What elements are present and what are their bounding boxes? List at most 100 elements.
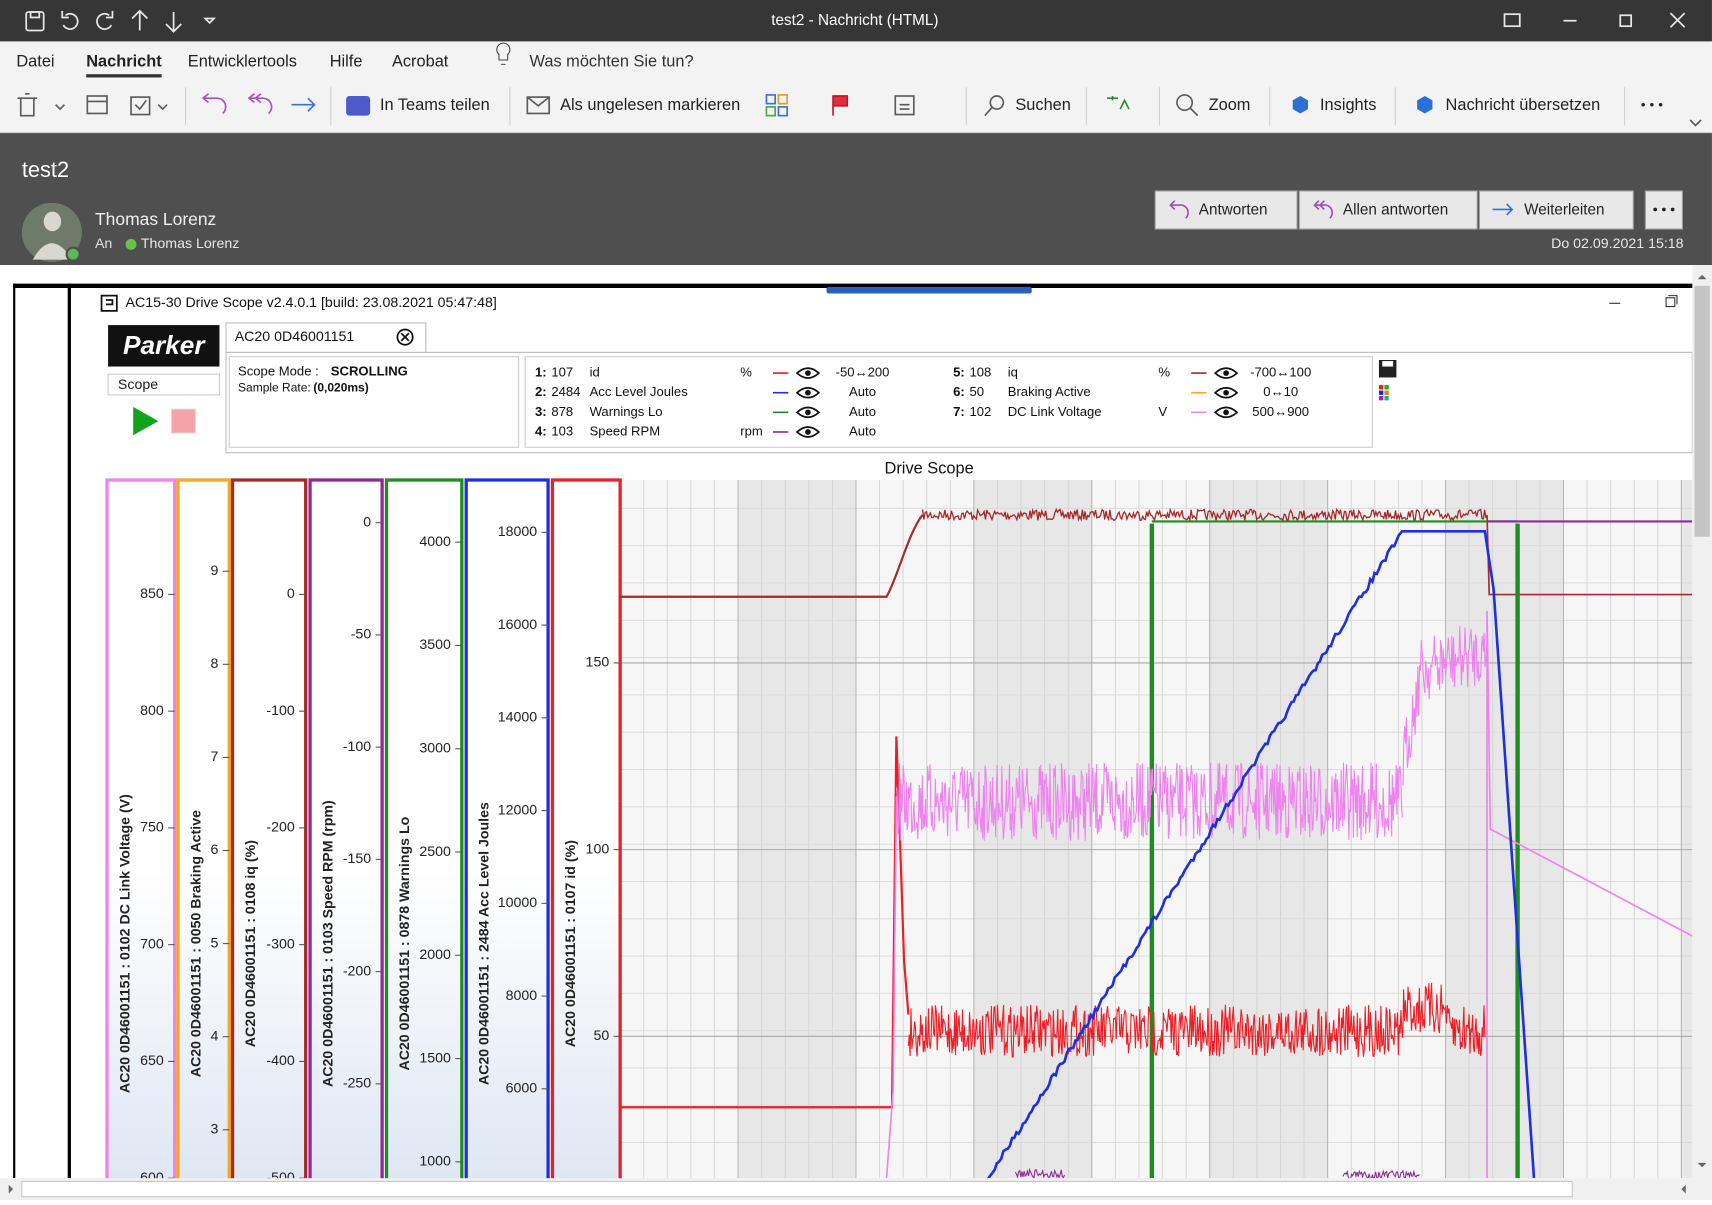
grid-band: [738, 479, 856, 1179]
channel-range: Auto: [849, 384, 876, 399]
app-icon: [100, 294, 118, 312]
menu-item[interactable]: Nachricht: [86, 53, 162, 71]
lightbulb-icon: [496, 42, 511, 65]
channel-range: -700↔100: [1250, 365, 1311, 380]
trace-iq: [620, 514, 924, 598]
reply-buttons: Antworten Allen antworten Weiterleiten: [1154, 190, 1684, 230]
sender[interactable]: Thomas Lorenz: [95, 209, 216, 229]
channel-row[interactable]: 3: 878 Warnings Lo Auto: [535, 404, 876, 419]
y-tick-label: 3000: [419, 740, 451, 756]
axis-title: AC20 0D46001151 : 2484 Acc Level Joules: [477, 802, 493, 1085]
stop-button[interactable]: [170, 408, 196, 434]
avatar: [21, 202, 82, 262]
horizontal-scroll-thumb[interactable]: [21, 1180, 1573, 1198]
channel-legend: 1: 107 id% -50↔200 2: 2484 Acc Level Joules Aut…: [535, 365, 1311, 439]
axis-title: AC20 0D46001151 : 0103 Speed RPM (rpm): [320, 800, 336, 1087]
reply-all-button[interactable]: [1298, 190, 1478, 230]
y-tick-label: 0: [363, 514, 371, 530]
trace-voltage-rise: [885, 796, 898, 1179]
channel-row[interactable]: 4: 103 Speed RPM rpm Auto: [535, 423, 876, 438]
channel-number: 2:: [535, 384, 547, 399]
axis-panel: [550, 478, 622, 1191]
visibility-eye[interactable]: [795, 406, 821, 419]
visibility-pupil: [1223, 409, 1229, 416]
channel-name: Acc Level Joules: [590, 384, 689, 399]
recipient-status: [125, 238, 137, 250]
side-icons[interactable]: [1378, 359, 1397, 401]
ribbon-button[interactable]: In Teams teilen: [380, 96, 490, 114]
axis-title: AC20 0D46001151 : 0050 Braking Active: [188, 810, 204, 1077]
ribbon-button[interactable]: Zoom: [1209, 96, 1251, 114]
rate-label: Sample Rate:: [238, 381, 311, 395]
y-tick-label: 9: [210, 563, 218, 579]
visibility-eye[interactable]: [795, 426, 821, 438]
channel-range: Auto: [849, 404, 876, 419]
reply-button[interactable]: [1154, 190, 1298, 230]
image-border-top: [13, 283, 1695, 288]
y-tick-label: -250: [343, 1076, 371, 1092]
trace-warnings: [1149, 523, 1520, 1179]
plot-area: [619, 479, 1693, 1179]
trace-id: [620, 736, 910, 1109]
menu-item[interactable]: Acrobat: [392, 53, 449, 71]
channel-range: Auto: [849, 423, 876, 438]
y-tick-label: 800: [140, 703, 164, 719]
menu-item[interactable]: Hilfe: [330, 53, 363, 71]
channel-name: iq: [1008, 365, 1018, 380]
scope-button-label: Scope: [118, 377, 158, 393]
trace-iq-tail: [1486, 514, 1693, 596]
channel-row[interactable]: 1: 107 id% -50↔200: [535, 365, 889, 380]
y-tick-label: -50: [351, 627, 372, 643]
mode-label: Scope Mode :: [238, 363, 319, 378]
y-axis: 6000 8000 10000 12000 14000 16000 18000 AC20 0D…: [464, 478, 550, 1191]
scope-button[interactable]: [107, 373, 220, 396]
visibility-eye[interactable]: [1213, 386, 1239, 399]
ribbon-button[interactable]: Suchen: [1015, 96, 1071, 114]
ribbon-button[interactable]: Als ungelesen markieren: [560, 96, 740, 114]
y-tick-label: -150: [343, 851, 371, 867]
y-axis: 1000 1500 2000 2500 3000 3500 4000 AC20 0D46001…: [384, 478, 464, 1191]
app-window-controls[interactable]: [1609, 295, 1678, 308]
channel-row[interactable]: 6: 50 Braking Active 0↔10: [953, 384, 1298, 399]
visibility-eye[interactable]: [1213, 406, 1239, 419]
channel-row[interactable]: 5: 108 iq% -700↔100: [953, 365, 1311, 380]
ribbon-button[interactable]: Insights: [1320, 96, 1376, 114]
axis-title: AC20 0D46001151 : 0107 id (%): [563, 840, 579, 1047]
channel-id: 102: [970, 404, 992, 419]
menu-item[interactable]: Entwicklertools: [188, 53, 297, 71]
channel-id: 2484: [551, 384, 580, 399]
tab-close[interactable]: [396, 328, 414, 346]
y-tick-label: 850: [140, 586, 164, 602]
visibility-eye[interactable]: [1213, 367, 1239, 379]
axis-panel: [464, 478, 550, 1191]
channel-row[interactable]: 7: 102 DC Link Voltage V 500↔900: [953, 404, 1309, 419]
axis-panel: [308, 478, 384, 1191]
channel-unit: %: [740, 365, 752, 380]
more-button[interactable]: [1641, 102, 1663, 107]
play-button[interactable]: [133, 406, 159, 436]
y-tick-label: 650: [140, 1053, 164, 1069]
channel-number: 4:: [535, 423, 547, 438]
mode-box: [228, 356, 520, 448]
y-tick-label: -300: [266, 936, 294, 952]
visibility-eye[interactable]: [795, 386, 821, 399]
ribbon-button[interactable]: Nachricht übersetzen: [1446, 96, 1601, 114]
app-title: AC15-30 Drive Scope v2.4.0.1 [build: 23.…: [126, 295, 497, 311]
image-border-left: [13, 283, 16, 1179]
vertical-scroll-thumb[interactable]: [1694, 285, 1710, 537]
trace-iq-noise: [921, 507, 1487, 523]
recipient[interactable]: Thomas Lorenz: [141, 236, 240, 252]
trace-acc: [987, 529, 1404, 1179]
visibility-eye[interactable]: [795, 367, 821, 379]
channel-id: 50: [970, 384, 985, 399]
y-tick-label: 100: [586, 841, 610, 857]
menu-item[interactable]: Datei: [16, 53, 54, 71]
more-dots: [1653, 207, 1675, 212]
channel-id: 108: [970, 365, 992, 380]
logo: Parker: [123, 330, 206, 360]
tell-me-search[interactable]: Was möchten Sie tun?: [530, 53, 694, 71]
reply-icons: [1169, 200, 1334, 219]
channel-row[interactable]: 2: 2484 Acc Level Joules Auto: [535, 384, 876, 399]
y-tick-label: 18000: [498, 524, 538, 540]
